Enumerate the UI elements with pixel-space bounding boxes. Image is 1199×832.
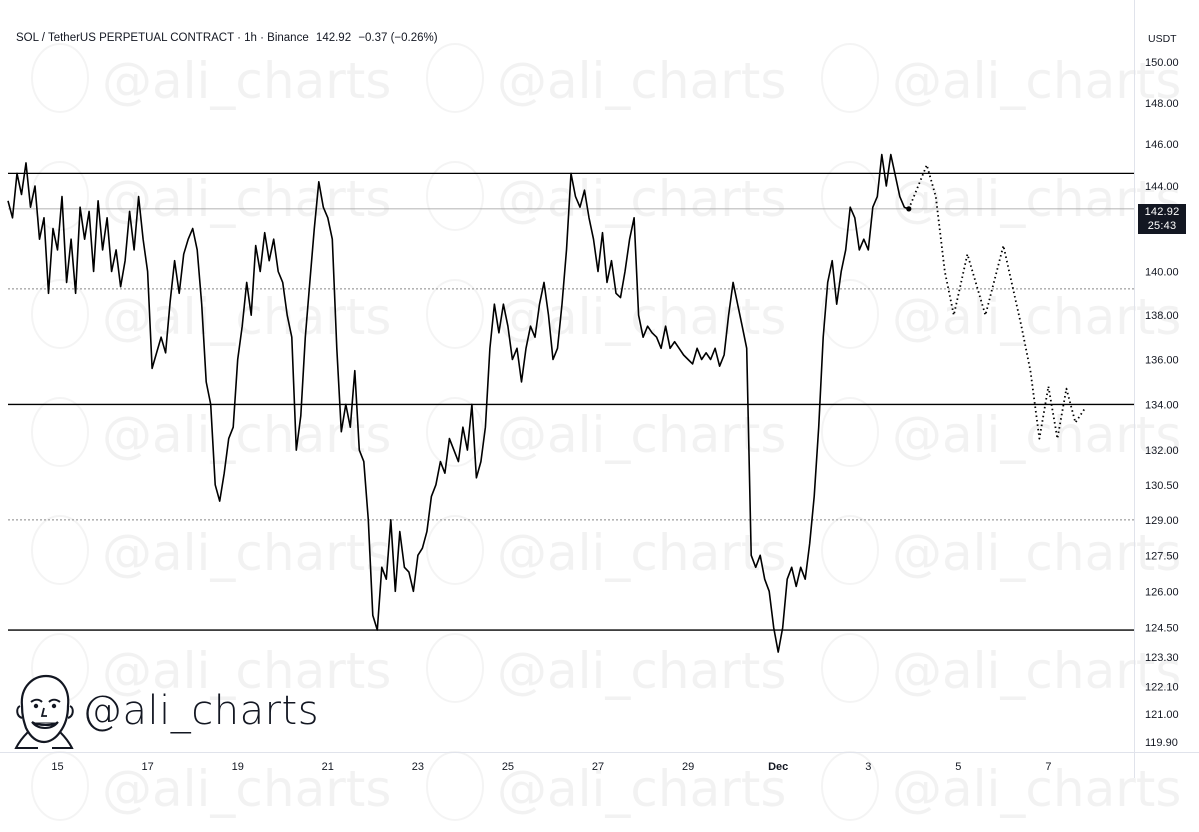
y-tick-label: 119.90 [1145,737,1178,749]
watermark-face-icon [426,633,484,703]
axes: 150.00148.00146.00144.00142.00140.00138.… [0,0,1199,778]
y-tick-label: 134.00 [1145,399,1179,411]
y-tick-label: 138.00 [1145,310,1179,322]
x-tick-label: 17 [141,761,153,773]
y-tick-label: 136.00 [1145,354,1179,366]
watermark-face-icon [821,279,879,349]
watermark-text: @ali_charts [892,170,1181,228]
x-tick-label: 21 [322,761,334,773]
watermark-text: @ali_charts [102,52,391,110]
y-tick-label: 140.00 [1145,267,1179,279]
brand-logo: @ali_charts [14,672,319,750]
y-tick-label: 127.50 [1145,550,1179,562]
y-tick-label: 122.10 [1145,682,1179,694]
x-tick-label: 29 [682,761,694,773]
y-tick-label: 144.00 [1145,181,1179,193]
x-tick-label: 25 [502,761,514,773]
watermark-text: @ali_charts [892,52,1181,110]
watermark-face-icon [821,397,879,467]
watermark-face-icon [31,43,89,113]
y-tick-label: 132.00 [1145,445,1179,457]
last-price: 142.92 [315,32,352,44]
watermark-text: @ali_charts [102,642,391,700]
watermark-text: @ali_charts [497,288,786,346]
watermark-face-icon [821,515,879,585]
x-tick-label: 19 [232,761,244,773]
y-tick-label: 150.00 [1145,57,1179,69]
chart-header: SOL / TetherUS PERPETUAL CONTRACT · 1h ·… [16,32,442,44]
watermark-face-icon [821,43,879,113]
y-tick-label: 126.00 [1145,586,1179,598]
watermark-text: @ali_charts [497,170,786,228]
x-tick-label: 5 [955,761,961,773]
x-tick-label: 15 [51,761,63,773]
y-tick-label: 130.50 [1145,480,1179,492]
watermark-layer: @ali_charts @ali_charts @ali_charts@ali_ch… [31,43,1181,821]
watermark-text: @ali_charts [102,170,391,228]
watermark-face-icon [31,515,89,585]
x-tick-label: 7 [1045,761,1051,773]
watermark-text: @ali_charts [497,524,786,582]
price-change: −0.37 (−0.26%) [358,32,438,44]
symbol-label: SOL / TetherUS PERPETUAL CONTRACT · 1h ·… [16,32,309,44]
watermark-face-icon [821,633,879,703]
watermark-face-icon [426,751,484,821]
watermark-text: @ali_charts [892,642,1181,700]
projected-path-line [907,164,1086,440]
badge-price: 142.92 [1144,206,1180,218]
x-tick-label: 23 [412,761,424,773]
watermark-face-icon [426,279,484,349]
watermark-text: @ali_charts [102,760,391,818]
watermark-face-icon [426,397,484,467]
watermark-text: @ali_charts [892,406,1181,464]
current-price-badge: 142.92 25:43 [1138,204,1186,234]
watermark-face-icon [426,161,484,231]
watermark-text: @ali_charts [892,288,1181,346]
currency-label: USDT [1148,33,1177,45]
watermark-text: @ali_charts [497,406,786,464]
brand-handle: @ali_charts [82,688,320,734]
watermark-face-icon [31,279,89,349]
watermark-text: @ali_charts [497,760,786,818]
y-tick-label: 123.30 [1145,652,1179,664]
watermark-text: @ali_charts [892,760,1181,818]
watermark-face-icon [426,43,484,113]
watermark-text: @ali_charts [497,52,786,110]
avatar-icon [14,674,74,749]
watermark-text: @ali_charts [497,642,786,700]
y-tick-label: 124.50 [1145,623,1179,635]
y-tick-label: 129.00 [1145,515,1179,527]
watermark-face-icon [31,397,89,467]
y-tick-label: 146.00 [1145,139,1179,151]
watermark-text: @ali_charts [102,288,391,346]
watermark-face-icon [31,161,89,231]
watermark-face-icon [821,161,879,231]
y-tick-label: 148.00 [1145,98,1179,110]
badge-countdown: 25:43 [1147,220,1177,232]
price-line [7,153,910,653]
x-tick-label: 27 [592,761,604,773]
x-tick-label: 3 [865,761,871,773]
x-tick-label: Dec [768,761,788,773]
watermark-text: @ali_charts [892,524,1181,582]
price-series [7,153,1086,653]
y-tick-label: 121.00 [1145,709,1179,721]
last-price-dot [906,206,912,212]
watermark-face-icon [426,515,484,585]
watermark-text: @ali_charts [102,524,391,582]
